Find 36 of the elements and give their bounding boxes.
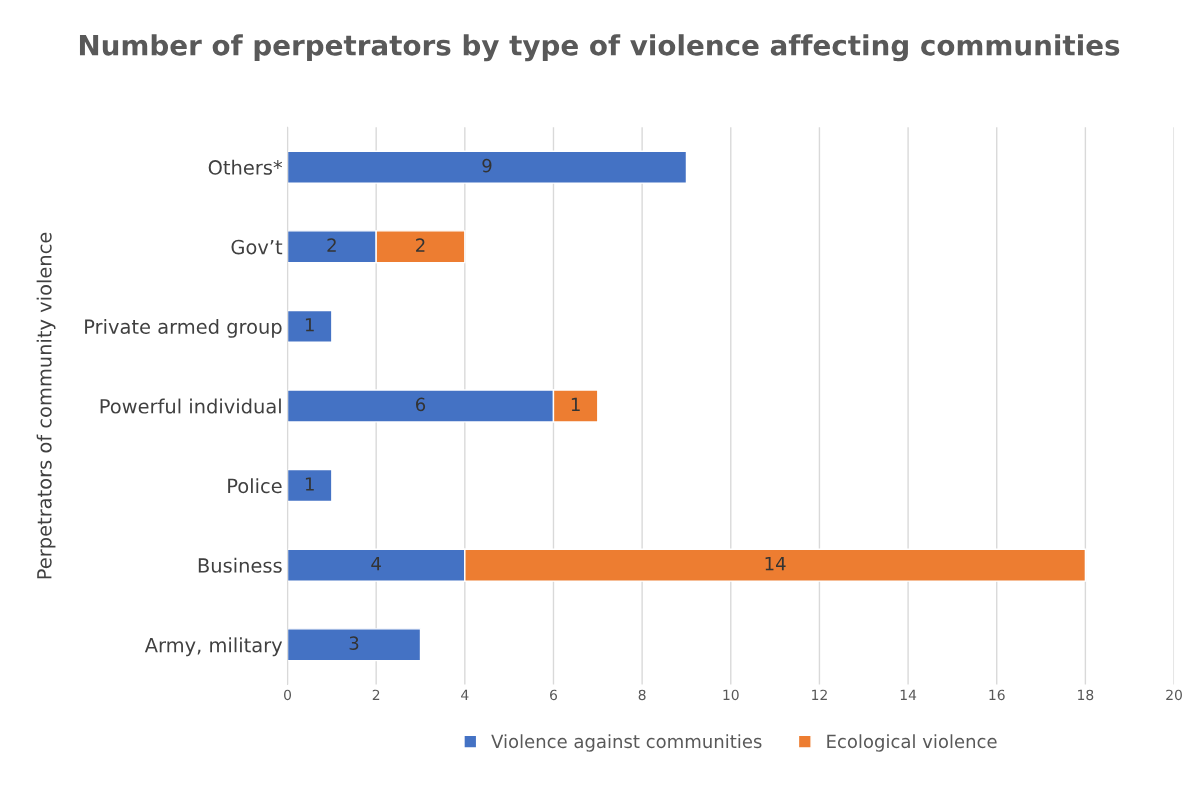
y-tick-label: Others* <box>208 159 283 175</box>
x-tick-label: 10 <box>723 689 739 701</box>
legend-label: Violence against communities <box>491 734 762 752</box>
x-tick-label: 20 <box>1166 689 1182 701</box>
legend-label: Ecological violence <box>827 734 997 752</box>
bar <box>287 150 688 184</box>
bar <box>287 468 333 503</box>
x-tick-label: 2 <box>372 689 380 700</box>
data-label: 9 <box>482 158 492 173</box>
x-tick-label: 6 <box>550 689 558 701</box>
data-label: 4 <box>371 556 381 571</box>
data-label: 2 <box>416 238 425 252</box>
bar <box>287 628 422 662</box>
x-tick-label: 8 <box>638 689 646 701</box>
x-tick-label: 14 <box>900 689 917 700</box>
x-tick-label: 16 <box>989 689 1005 701</box>
data-label: 1 <box>305 318 314 332</box>
data-label: 6 <box>416 397 426 412</box>
y-tick-label: Business <box>198 557 282 573</box>
data-label: 1 <box>305 477 314 491</box>
x-tick-label: 12 <box>812 689 827 700</box>
y-tick-label: Private armed group <box>85 318 282 338</box>
x-tick-label: 4 <box>461 689 469 700</box>
x-tick-label: 0 <box>284 689 292 701</box>
chart-title: Number of perpetrators by type of violence affecting communities <box>79 34 1120 62</box>
y-tick-label: Powerful individual <box>100 398 281 414</box>
y-tick-label: Army, military <box>144 637 283 657</box>
data-label: 2 <box>327 238 336 252</box>
x-tick-label: 18 <box>1078 689 1094 701</box>
data-label: 1 <box>571 397 580 411</box>
data-label: 3 <box>349 636 359 650</box>
y-tick-label: Police <box>228 478 282 494</box>
y-axis-title: Perpetrators of community violence <box>36 232 56 579</box>
data-label: 14 <box>765 556 786 571</box>
y-tick-label: Gov’t <box>231 239 283 255</box>
bar <box>287 309 333 343</box>
